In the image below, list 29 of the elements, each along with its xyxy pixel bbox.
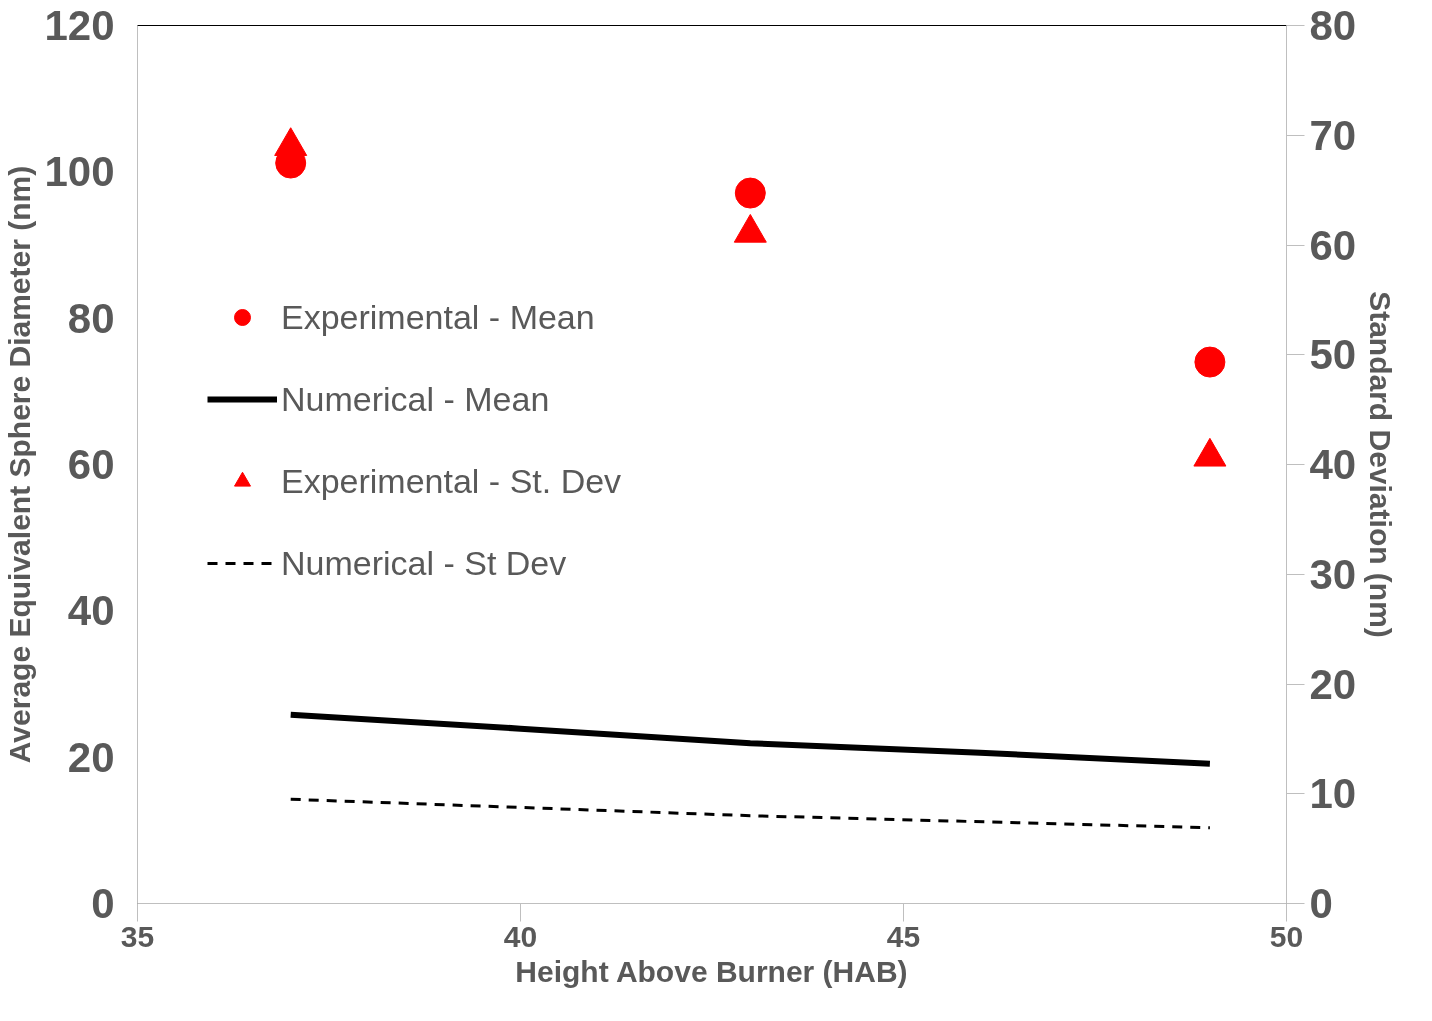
y2-tick-label: 10 [1309, 770, 1357, 818]
x-tick-label: 40 [503, 919, 538, 953]
legend-label: Experimental - Mean [281, 297, 595, 337]
y-tick-label: 80 [67, 294, 115, 342]
y-tick-label: 60 [67, 441, 115, 488]
y-axis-title: Average Equivalent Sphere Diameter (nm) [3, 165, 37, 764]
y-tick-label: 40 [67, 587, 115, 635]
y-tick-label: 0 [91, 880, 115, 927]
x-tick-label: 45 [886, 919, 921, 953]
x-axis-title: Height Above Burner (HAB) [515, 954, 908, 988]
y2-tick-label: 30 [1309, 550, 1357, 598]
point [1194, 346, 1226, 378]
y2-tick-label: 60 [1309, 221, 1357, 269]
y2-tick-label: 80 [1309, 2, 1357, 49]
point [734, 177, 766, 209]
y2-tick-label: 50 [1309, 331, 1357, 379]
x-tick-label: 35 [120, 919, 155, 953]
y-tick-label: 20 [67, 733, 115, 781]
y-tick-label: 120 [44, 2, 115, 49]
legend-label: Numerical - St Dev [281, 543, 567, 583]
x-tick-label: 50 [1269, 919, 1304, 953]
y2-tick-label: 70 [1309, 111, 1357, 159]
y2-tick-label: 40 [1309, 441, 1357, 488]
legend-label: Numerical - Mean [281, 379, 550, 419]
y2-tick-label: 20 [1309, 660, 1357, 708]
y-tick-label: 100 [44, 148, 115, 196]
y2-axis-title: Standard Deviation (nm) [1364, 291, 1398, 638]
legend-label: Experimental - St. Dev [281, 461, 622, 501]
y2-tick-label: 0 [1309, 880, 1333, 927]
